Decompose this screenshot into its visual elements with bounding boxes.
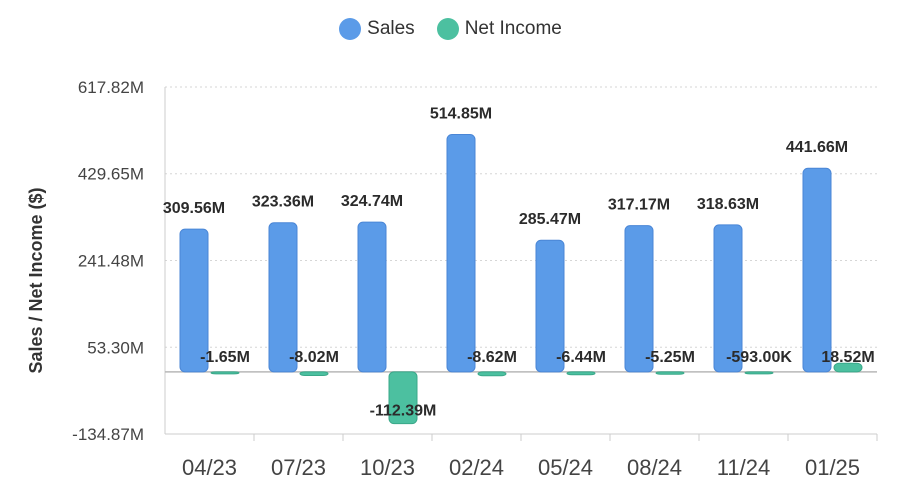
- legend-item-net-income[interactable]: Net Income: [436, 18, 562, 40]
- net-income-data-label: -5.25M: [645, 349, 695, 366]
- y-tick-label: 617.82M: [78, 78, 144, 97]
- legend-label-sales: Sales: [367, 18, 415, 39]
- y-tick-label: 53.30M: [87, 338, 144, 357]
- y-axis-title: Sales / Net Income ($): [26, 187, 46, 373]
- net-income-data-label: -6.44M: [556, 349, 606, 366]
- y-tick-label: 241.48M: [78, 251, 144, 270]
- sales-data-label: 317.17M: [608, 197, 670, 214]
- chart-legend: Sales Net Income: [0, 18, 901, 40]
- x-tick-label: 08/24: [627, 455, 682, 480]
- net-income-data-label: -112.39M: [370, 403, 437, 420]
- x-tick-label: 10/23: [360, 455, 415, 480]
- net-income-bar: [299, 371, 329, 377]
- x-tick-label: 05/24: [538, 455, 593, 480]
- sales-data-label: 514.85M: [430, 105, 492, 122]
- legend-item-sales[interactable]: Sales: [339, 18, 415, 40]
- y-tick-label: -134.87M: [72, 425, 144, 444]
- x-tick-label: 04/23: [182, 455, 237, 480]
- sales-data-label: 285.47M: [519, 211, 581, 228]
- legend-swatch-sales: [339, 18, 362, 40]
- net-income-data-label: -1.65M: [200, 349, 250, 366]
- net-income-data-label: 18.52M: [821, 349, 874, 366]
- sales-data-label: 323.36M: [252, 194, 314, 211]
- net-income-bar: [566, 371, 596, 376]
- sales-bar: [624, 225, 654, 373]
- sales-bar: [357, 221, 387, 373]
- x-tick-label: 01/25: [805, 455, 860, 480]
- x-tick-label: 07/23: [271, 455, 326, 480]
- net-income-bar: [655, 371, 685, 375]
- sales-data-label: 318.63M: [697, 196, 759, 213]
- sales-data-label: 309.56M: [163, 200, 225, 217]
- sales-bar: [713, 224, 743, 373]
- sales-bar: [179, 228, 209, 373]
- y-tick-label: 429.65M: [78, 165, 144, 184]
- sales-data-label: 324.74M: [341, 193, 403, 210]
- net-income-data-label: -8.62M: [467, 349, 517, 366]
- sales-bar: [802, 167, 832, 373]
- net-income-bar: [210, 371, 240, 375]
- net-income-data-label: -8.02M: [289, 349, 339, 366]
- x-tick-label: 02/24: [449, 455, 504, 480]
- net-income-data-label: -593.00K: [726, 349, 792, 366]
- net-income-bar: [744, 371, 774, 375]
- net-income-bar: [477, 371, 507, 377]
- net-income-bar: [388, 371, 418, 425]
- net-income-bar: [833, 362, 863, 373]
- legend-label-net-income: Net Income: [464, 18, 562, 39]
- x-tick-label: 11/24: [717, 455, 770, 480]
- legend-swatch-net-income: [436, 18, 459, 40]
- sales-bar: [446, 133, 476, 373]
- sales-bar: [268, 222, 298, 373]
- sales-bar: [535, 239, 565, 373]
- sales-data-label: 441.66M: [786, 139, 848, 156]
